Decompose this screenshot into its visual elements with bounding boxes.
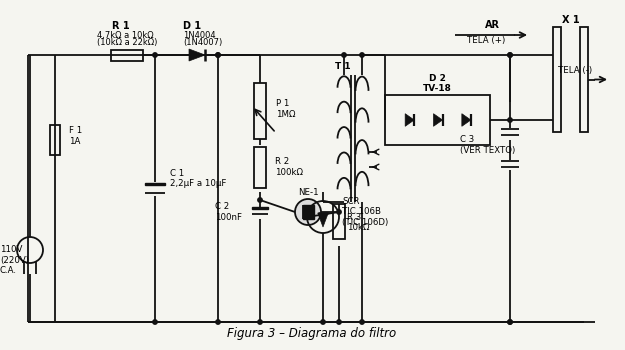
- Polygon shape: [145, 182, 165, 184]
- Text: D 1: D 1: [183, 21, 201, 31]
- Text: TELA (-): TELA (-): [558, 66, 592, 75]
- Bar: [333, 204, 345, 239]
- Text: X 1: X 1: [562, 15, 579, 25]
- Circle shape: [216, 320, 220, 324]
- Bar: [111, 49, 143, 61]
- Circle shape: [508, 320, 512, 324]
- Polygon shape: [189, 49, 205, 61]
- Polygon shape: [318, 213, 328, 227]
- Text: Figura 3 – Diagrama do filtro: Figura 3 – Diagrama do filtro: [228, 327, 397, 340]
- Circle shape: [152, 320, 158, 324]
- Text: TELA (+): TELA (+): [467, 36, 505, 46]
- Polygon shape: [462, 114, 471, 126]
- Circle shape: [258, 198, 262, 202]
- Text: C 3
(VER TEXTO): C 3 (VER TEXTO): [460, 135, 515, 155]
- Bar: [254, 83, 266, 139]
- Bar: [385, 95, 490, 145]
- Text: (1N4007): (1N4007): [183, 38, 222, 47]
- Circle shape: [258, 320, 262, 324]
- Circle shape: [508, 53, 512, 57]
- Polygon shape: [434, 114, 442, 126]
- Circle shape: [216, 53, 220, 57]
- Text: R 1: R 1: [112, 21, 129, 31]
- Text: F 1
1A: F 1 1A: [69, 126, 82, 146]
- Circle shape: [216, 53, 220, 57]
- Text: R 3
10kΩ: R 3 10kΩ: [347, 213, 369, 232]
- Bar: [50, 125, 60, 155]
- Text: (10kΩ a 22kΩ): (10kΩ a 22kΩ): [97, 38, 158, 47]
- Text: C 2
100nF: C 2 100nF: [215, 202, 242, 222]
- Bar: [553, 27, 561, 132]
- Polygon shape: [405, 114, 414, 126]
- Text: T 1: T 1: [335, 62, 351, 71]
- Circle shape: [508, 320, 512, 324]
- Text: R 2
100kΩ: R 2 100kΩ: [275, 157, 303, 177]
- Circle shape: [360, 53, 364, 57]
- Circle shape: [321, 320, 325, 324]
- Polygon shape: [303, 205, 314, 219]
- Circle shape: [360, 320, 364, 324]
- Bar: [580, 27, 588, 132]
- Circle shape: [295, 199, 321, 225]
- Text: P 1
1MΩ: P 1 1MΩ: [276, 99, 296, 119]
- Circle shape: [337, 320, 341, 324]
- Text: AR: AR: [485, 20, 500, 30]
- Text: NE-1: NE-1: [298, 188, 318, 197]
- Circle shape: [337, 210, 341, 214]
- Text: SCR
TIC 106B
(TIC 106D): SCR TIC 106B (TIC 106D): [342, 197, 388, 227]
- Circle shape: [342, 53, 346, 57]
- Text: D 2
TV-18: D 2 TV-18: [423, 74, 452, 93]
- Text: 110V
(220V)
C.A.: 110V (220V) C.A.: [0, 245, 29, 275]
- Text: C 1
2,2μF a 10μF: C 1 2,2μF a 10μF: [170, 169, 226, 188]
- Polygon shape: [252, 206, 268, 209]
- Circle shape: [508, 53, 512, 57]
- Text: 1N4004: 1N4004: [183, 31, 216, 40]
- Circle shape: [152, 53, 158, 57]
- Text: 4,7kΩ a 10kΩ: 4,7kΩ a 10kΩ: [97, 31, 154, 40]
- Circle shape: [508, 118, 512, 122]
- Bar: [254, 147, 266, 188]
